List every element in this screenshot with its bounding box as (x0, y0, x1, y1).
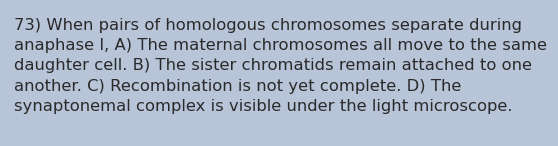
Text: 73) When pairs of homologous chromosomes separate during
anaphase I, A) The mate: 73) When pairs of homologous chromosomes… (14, 18, 547, 114)
